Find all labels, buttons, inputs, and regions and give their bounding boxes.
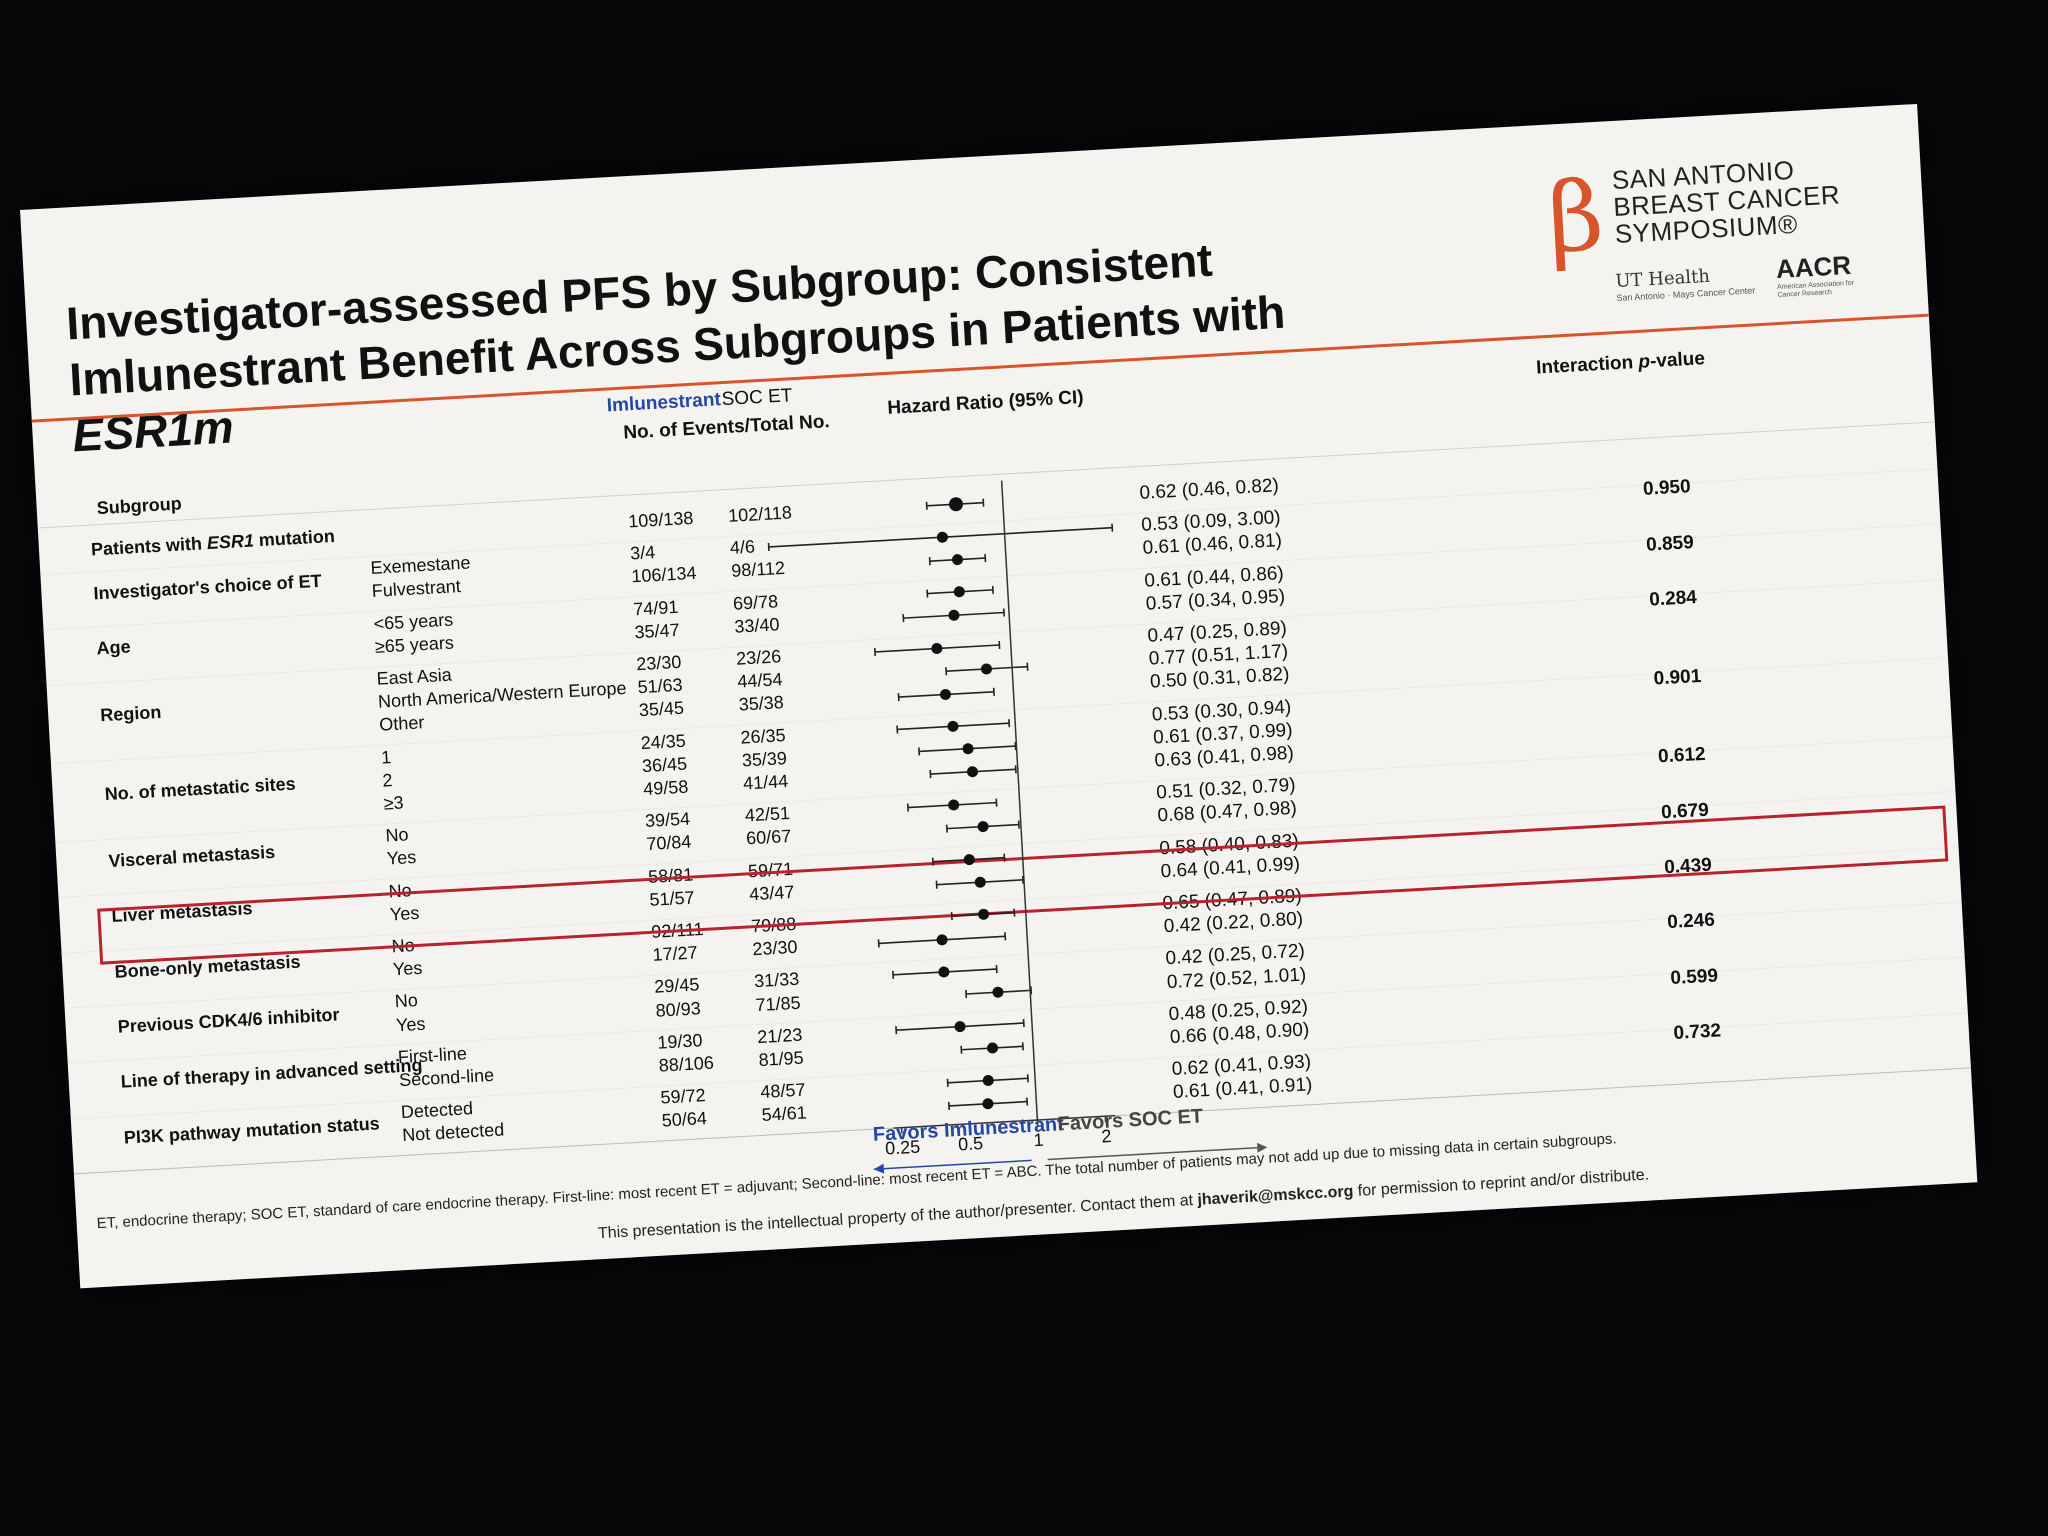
hazard-ratio-point (967, 766, 979, 778)
x-axis (893, 1114, 1116, 1129)
forest-plot: 0.25 0.5 1 2 (73, 480, 1971, 1175)
hazard-ratio-point (954, 1021, 966, 1033)
slide: Investigator-assessed PFS by Subgroup: C… (20, 103, 1978, 1289)
hazard-ratio-point (939, 688, 951, 700)
favors-right-arrow (1047, 1147, 1258, 1161)
reference-line (1000, 480, 1039, 1121)
x-tick-label: 0.25 (885, 1137, 921, 1159)
hazard-ratio-point (948, 497, 963, 512)
hazard-ratio-point (936, 934, 948, 946)
hazard-ratio-point (987, 1042, 999, 1054)
hazard-ratio-point (948, 799, 960, 811)
hazard-ratio-point (982, 1098, 994, 1110)
hazard-ratio-point (947, 720, 959, 732)
favors-right-arrowhead (1256, 1142, 1268, 1153)
hazard-ratio-point (936, 531, 948, 543)
hazard-ratio-point (951, 554, 963, 566)
hazard-ratio-point (980, 663, 992, 675)
hazard-ratio-point (992, 986, 1004, 998)
favors-left-arrow (873, 1159, 1032, 1170)
hazard-ratio-point (974, 876, 986, 888)
hazard-ratio-point (931, 643, 943, 655)
hazard-ratio-point (948, 609, 960, 621)
hazard-ratio-point (938, 966, 950, 978)
x-tick-label: 0.5 (958, 1133, 984, 1154)
x-tick-label: 2 (1101, 1126, 1112, 1147)
hazard-ratio-point (978, 908, 990, 920)
hazard-ratio-point (982, 1075, 994, 1087)
hazard-ratio-point (962, 743, 974, 755)
hazard-ratio-point (977, 821, 989, 833)
hazard-ratio-point (963, 854, 975, 866)
x-tick-label: 1 (1033, 1130, 1044, 1151)
favors-left-arrowhead (873, 1163, 885, 1174)
hazard-ratio-point (953, 586, 965, 598)
